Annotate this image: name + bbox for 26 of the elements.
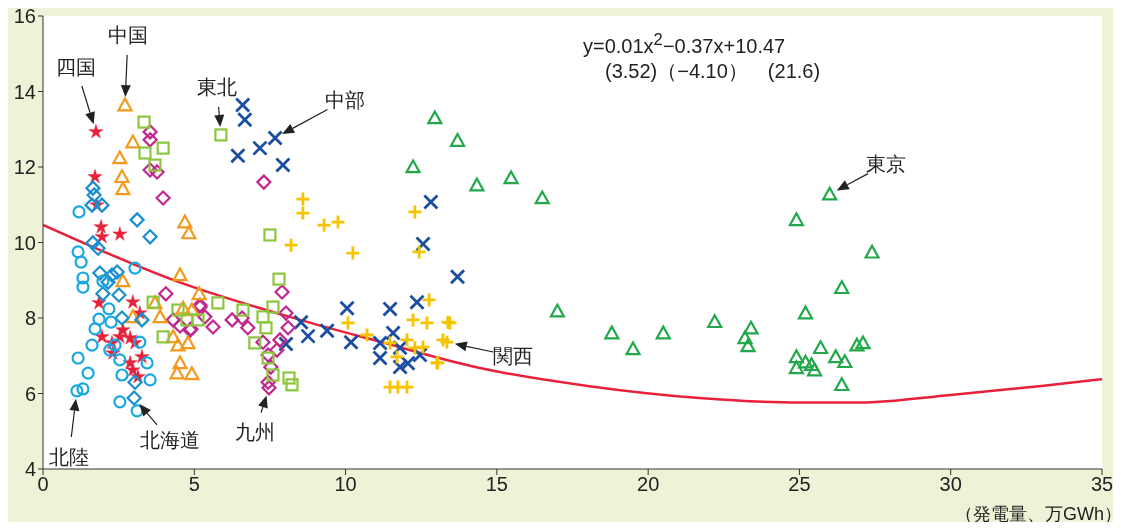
annotation: 東京 — [865, 153, 906, 176]
annotation: 四国 — [55, 55, 96, 78]
x-tick-label: 0 — [37, 473, 49, 496]
y-tick-label: 10 — [13, 231, 36, 254]
x-tick-label: 25 — [788, 473, 811, 496]
y-tick-label: 4 — [24, 458, 36, 481]
annotation: 東北 — [196, 75, 237, 98]
annotation: 関西 — [492, 345, 533, 368]
y-tick-label: 14 — [13, 80, 36, 103]
annotation: 九州 — [235, 420, 276, 443]
y-tick-label: 12 — [13, 156, 36, 179]
x-tick-label: 35 — [1090, 473, 1114, 496]
y-tick-label: 16 — [13, 5, 36, 28]
annotation: 中国 — [108, 24, 148, 47]
annotation: 北陸 — [48, 445, 89, 468]
x-tick-label: 30 — [939, 473, 962, 496]
annotation: 北海道 — [140, 429, 201, 452]
annotation: y=0.01x$^{2}$−0.37x+10.47 — [583, 30, 786, 58]
y-tick-label: 6 — [24, 382, 36, 405]
annotation: (3.52)（−4.10） (21.6) — [605, 59, 821, 84]
y-tick-label: 8 — [24, 307, 36, 330]
annotation: 中部 — [325, 88, 366, 111]
x-tick-label: 10 — [334, 473, 357, 496]
x-tick-label: 5 — [188, 473, 200, 496]
x-tick-label: 15 — [485, 473, 508, 496]
x-tick-label: 20 — [637, 473, 660, 496]
